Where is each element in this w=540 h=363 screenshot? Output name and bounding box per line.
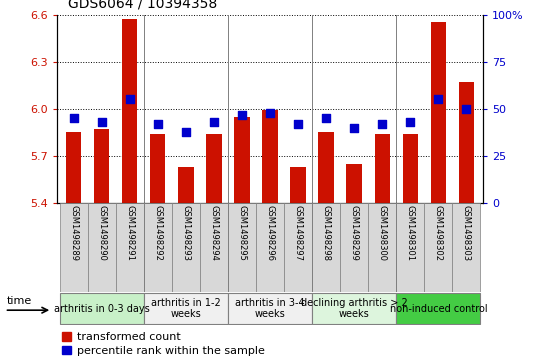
Bar: [66, 132, 81, 203]
Bar: [150, 134, 165, 203]
Text: arthritis in 0-3 days: arthritis in 0-3 days: [54, 303, 150, 314]
FancyBboxPatch shape: [256, 203, 284, 292]
Text: GSM1498293: GSM1498293: [181, 205, 190, 261]
Bar: [375, 134, 390, 203]
FancyBboxPatch shape: [453, 203, 481, 292]
Point: [322, 115, 330, 121]
FancyBboxPatch shape: [87, 203, 116, 292]
FancyBboxPatch shape: [116, 203, 144, 292]
Text: GSM1498302: GSM1498302: [434, 205, 443, 261]
FancyBboxPatch shape: [424, 203, 453, 292]
Bar: [94, 129, 109, 203]
Bar: [206, 134, 221, 203]
Bar: [347, 164, 362, 203]
Text: time: time: [7, 296, 32, 306]
Point: [69, 115, 78, 121]
FancyBboxPatch shape: [144, 293, 228, 324]
Text: declining arthritis > 2
weeks: declining arthritis > 2 weeks: [301, 298, 408, 319]
FancyBboxPatch shape: [59, 203, 87, 292]
Text: GSM1498294: GSM1498294: [210, 205, 218, 261]
FancyBboxPatch shape: [144, 203, 172, 292]
Text: GSM1498297: GSM1498297: [294, 205, 302, 261]
FancyBboxPatch shape: [312, 293, 396, 324]
Point: [181, 129, 190, 134]
Text: GSM1498295: GSM1498295: [238, 205, 246, 261]
Text: GSM1498299: GSM1498299: [350, 205, 359, 261]
FancyBboxPatch shape: [200, 203, 228, 292]
Point: [125, 97, 134, 102]
FancyBboxPatch shape: [368, 203, 396, 292]
Text: arthritis in 1-2
weeks: arthritis in 1-2 weeks: [151, 298, 221, 319]
Text: arthritis in 3-4
weeks: arthritis in 3-4 weeks: [235, 298, 305, 319]
Point: [238, 112, 246, 118]
Bar: [431, 23, 446, 203]
Point: [210, 119, 218, 125]
Legend: transformed count, percentile rank within the sample: transformed count, percentile rank withi…: [62, 332, 265, 356]
Text: GSM1498303: GSM1498303: [462, 205, 471, 261]
Point: [350, 125, 359, 131]
Point: [434, 97, 443, 102]
FancyBboxPatch shape: [228, 203, 256, 292]
Text: GSM1498292: GSM1498292: [153, 205, 162, 261]
Point: [462, 106, 471, 112]
Text: GSM1498289: GSM1498289: [69, 205, 78, 261]
Point: [294, 121, 302, 127]
Bar: [122, 19, 137, 203]
Point: [378, 121, 387, 127]
FancyBboxPatch shape: [396, 203, 424, 292]
Bar: [459, 82, 474, 203]
Text: GSM1498296: GSM1498296: [266, 205, 274, 261]
FancyBboxPatch shape: [228, 293, 312, 324]
Point: [406, 119, 415, 125]
Bar: [319, 132, 334, 203]
Point: [153, 121, 162, 127]
Text: GSM1498300: GSM1498300: [378, 205, 387, 261]
FancyBboxPatch shape: [284, 203, 312, 292]
Bar: [291, 167, 306, 203]
Bar: [234, 117, 249, 203]
Point: [266, 110, 274, 115]
FancyBboxPatch shape: [172, 203, 200, 292]
Text: GSM1498301: GSM1498301: [406, 205, 415, 261]
FancyBboxPatch shape: [340, 203, 368, 292]
Text: GSM1498298: GSM1498298: [322, 205, 330, 261]
Bar: [178, 167, 193, 203]
FancyBboxPatch shape: [59, 293, 144, 324]
Text: GDS6064 / 10394358: GDS6064 / 10394358: [68, 0, 217, 11]
Bar: [262, 110, 278, 203]
Text: GSM1498291: GSM1498291: [125, 205, 134, 261]
Text: GSM1498290: GSM1498290: [97, 205, 106, 261]
FancyBboxPatch shape: [312, 203, 340, 292]
Point: [97, 119, 106, 125]
Bar: [403, 134, 418, 203]
FancyBboxPatch shape: [396, 293, 481, 324]
Text: non-induced control: non-induced control: [389, 303, 487, 314]
